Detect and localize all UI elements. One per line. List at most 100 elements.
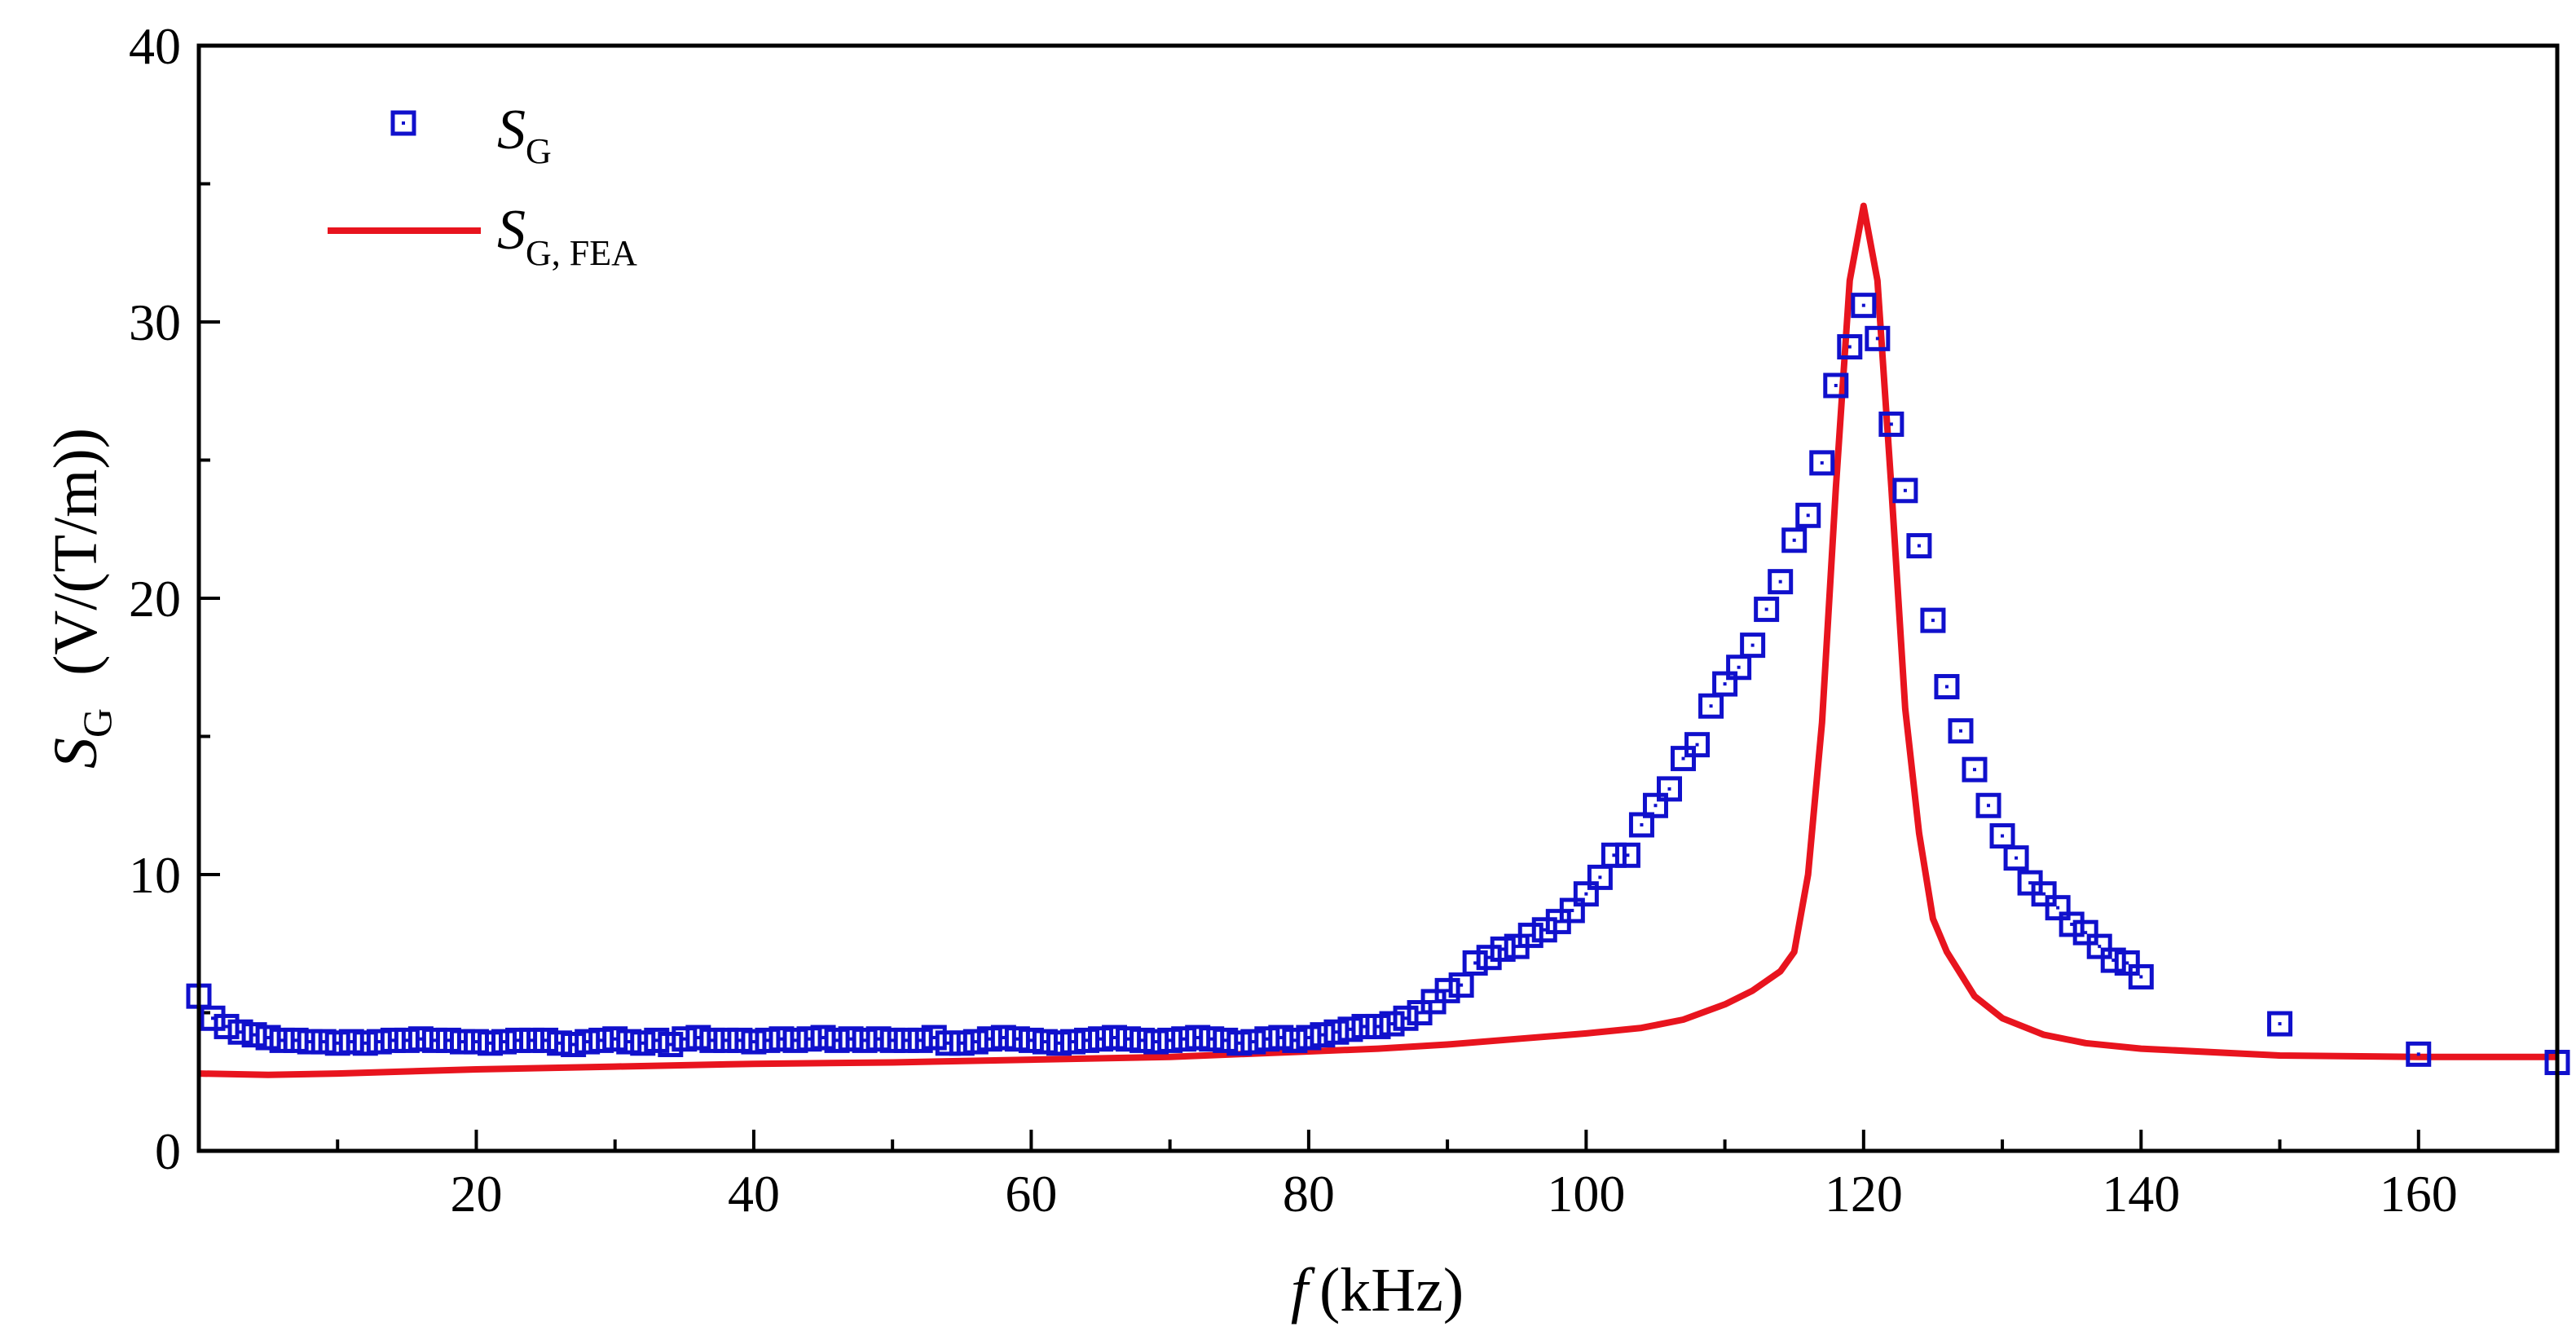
sg-point-dot — [1446, 989, 1450, 993]
sg-point-marker — [2045, 895, 2071, 921]
sg-data-point — [1490, 937, 1516, 963]
sg-point-dot — [1750, 643, 1755, 647]
sg-data-point — [755, 1027, 781, 1053]
sg-data-point — [685, 1025, 711, 1051]
sg-data-point — [1046, 1030, 1072, 1056]
sg-point-dot — [1958, 729, 1962, 733]
sg-point-marker — [2072, 919, 2098, 945]
sg-data-point — [1684, 732, 1711, 758]
sg-point-marker — [1517, 923, 1543, 949]
sg-point-dot — [1376, 1025, 1380, 1029]
sg-data-point — [491, 1029, 517, 1055]
sg-point-dot — [654, 1038, 658, 1042]
sg-data-point — [893, 1027, 919, 1053]
sg-point-dot — [1861, 303, 1865, 307]
sg-point-marker — [1379, 1011, 1405, 1037]
sg-point-marker — [1989, 823, 2015, 849]
sg-data-point — [796, 1026, 822, 1052]
sg-data-point — [1740, 632, 1766, 659]
sg-point-dot — [988, 1037, 992, 1041]
sg-point-dot — [1847, 345, 1852, 349]
sg-point-marker — [741, 1029, 767, 1055]
sg-data-point — [935, 1030, 961, 1056]
sg-point-marker — [727, 1027, 753, 1053]
sg-point-dot — [2098, 945, 2102, 949]
sg-point-marker — [1754, 597, 1780, 623]
sg-data-point — [1614, 842, 1640, 868]
sg-point-marker — [893, 1027, 919, 1053]
sg-data-point — [630, 1030, 656, 1056]
sg-point-marker — [1102, 1025, 1128, 1051]
sg-data-point — [879, 1027, 905, 1053]
sg-point-dot — [405, 1038, 409, 1042]
sg-point-marker — [658, 1031, 684, 1057]
sg-point-dot — [1196, 1036, 1200, 1040]
sg-point-marker — [782, 1027, 808, 1053]
sg-data-point — [1476, 945, 1502, 971]
sg-point-marker — [962, 1029, 989, 1055]
sg-point-marker — [1032, 1029, 1058, 1055]
sg-data-point — [394, 1027, 420, 1053]
sg-data-point — [1712, 671, 1738, 697]
sg-point-dot — [1043, 1040, 1047, 1044]
sg-point-marker — [1393, 1005, 1419, 1031]
sg-point-dot — [266, 1036, 271, 1040]
sg-point-dot — [2070, 923, 2074, 927]
sg-point-dot — [1640, 822, 1644, 826]
sg-point-marker — [990, 1025, 1016, 1051]
sg-point-marker — [324, 1030, 350, 1056]
sg-point-dot — [322, 1040, 326, 1044]
sg-data-point — [1185, 1025, 1211, 1051]
y-tick-label: 10 — [129, 846, 181, 904]
sg-data-point — [1754, 597, 1780, 623]
sg-data-point — [2267, 1011, 2293, 1037]
sg-data-point — [338, 1029, 364, 1055]
sg-data-point — [477, 1030, 503, 1056]
sg-data-point — [297, 1029, 323, 1055]
sg-point-dot — [932, 1036, 936, 1040]
sg-point-dot — [765, 1038, 769, 1042]
sg-data-point — [962, 1029, 989, 1055]
sg-data-point — [1365, 1013, 1391, 1039]
sg-point-marker — [449, 1029, 475, 1055]
x-tick-label: 20 — [450, 1165, 502, 1223]
sg-data-point — [1004, 1026, 1030, 1052]
plot-frame — [196, 43, 2560, 1153]
sg-point-dot — [1432, 999, 1436, 1003]
sg-point-marker — [1129, 1027, 1156, 1053]
sg-data-point — [2100, 947, 2126, 973]
sg-point-dot — [1168, 1038, 1172, 1042]
sg-data-point — [1143, 1029, 1169, 1055]
sg-point-dot — [1667, 787, 1671, 791]
sg-data-point — [1642, 792, 1668, 818]
sg-point-marker — [1559, 897, 1585, 923]
sg-point-dot — [1071, 1040, 1075, 1044]
sg-point-dot — [738, 1038, 742, 1042]
sg-point-marker — [1587, 864, 1613, 890]
sg-data-point — [768, 1026, 795, 1052]
sg-data-point — [1587, 864, 1613, 890]
sg-data-point — [1948, 718, 1974, 744]
sg-point-marker — [2003, 845, 2029, 871]
sg-data-point — [1975, 792, 2001, 818]
sg-point-marker — [1698, 693, 1724, 719]
sg-point-dot — [1709, 704, 1713, 708]
sg-point-marker — [949, 1030, 975, 1056]
sg-point-marker — [1837, 334, 1863, 360]
sg-point-marker — [2031, 881, 2057, 907]
sg-point-dot — [1792, 538, 1796, 542]
y-axis-title: SG (V/(T/m)) — [42, 428, 120, 769]
sg-point-marker — [976, 1026, 1002, 1052]
sg-point-marker — [1310, 1022, 1336, 1048]
sg-point-marker — [269, 1027, 295, 1053]
sg-point-marker — [1351, 1013, 1377, 1039]
sg-point-dot — [363, 1041, 368, 1045]
sg-point-marker — [547, 1030, 573, 1056]
sg-point-dot — [946, 1041, 950, 1045]
sg-point-dot — [1584, 892, 1588, 896]
sg-point-dot — [557, 1041, 561, 1045]
sg-point-dot — [835, 1038, 839, 1042]
sg-point-marker — [2086, 933, 2112, 959]
sg-point-dot — [1390, 1022, 1394, 1026]
sg-point-marker — [644, 1027, 670, 1053]
